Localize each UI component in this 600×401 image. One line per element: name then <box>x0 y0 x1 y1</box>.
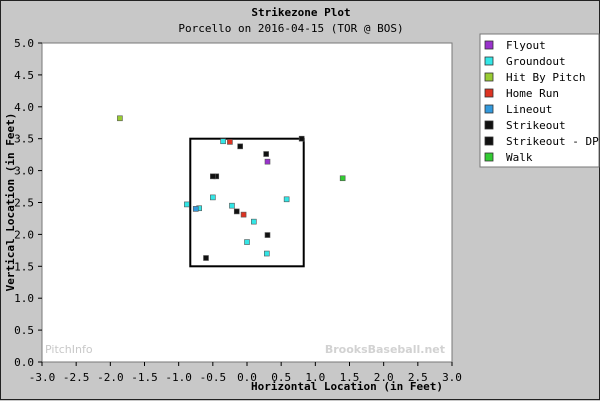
legend: Flyout Groundout Hit By Pitch Home Run Lineo… <box>479 33 600 168</box>
x-tick-label: 2.5 <box>408 371 428 384</box>
y-tick-label: 3.0 <box>14 165 34 178</box>
legend-label-flyout: Flyout <box>506 39 546 52</box>
y-tick-label: 4.5 <box>14 69 34 82</box>
pitch-point-walk <box>339 175 346 182</box>
x-axis-title: Horizontal Location (in Feet) <box>251 380 443 393</box>
pitch-point-hit-by-pitch <box>117 115 123 122</box>
x-tick-label: -3.0 <box>29 371 56 384</box>
y-tick-label: 4.0 <box>14 101 34 114</box>
legend-swatch-groundout <box>484 56 494 66</box>
plot-area <box>41 42 453 363</box>
x-tick-label: 1.5 <box>340 371 360 384</box>
legend-swatch-walk <box>484 152 494 162</box>
x-tick-label: -2.0 <box>97 371 124 384</box>
pitch-point-groundout <box>210 194 216 201</box>
legend-label-home-run: Home Run <box>506 87 559 100</box>
y-axis-title: Vertical Location (in Feet) <box>4 113 17 292</box>
y-tick-label: 1.0 <box>14 292 34 305</box>
legend-swatch-flyout <box>484 40 494 50</box>
legend-box <box>479 33 600 168</box>
legend-label-hit-by-pitch: Hit By Pitch <box>506 71 585 84</box>
pitch-point-groundout <box>184 201 190 208</box>
pitch-point-groundout <box>283 196 290 203</box>
legend-swatch-home-run <box>484 88 494 98</box>
pitch-point-strikeout <box>237 143 243 150</box>
y-tick-label: 0.0 <box>14 356 34 369</box>
pitch-point-groundout <box>229 202 235 209</box>
y-tick-label: 1.5 <box>14 260 34 273</box>
x-tick-label: -2.5 <box>63 371 90 384</box>
watermark-pitchinfo: PitchInfo <box>45 343 93 356</box>
pitch-point-strikeout <box>264 232 271 238</box>
watermark-brooksbaseball: BrooksBaseball.net <box>325 343 445 356</box>
pitch-point-home-run <box>240 211 247 218</box>
x-tick-label: 3.0 <box>442 371 462 384</box>
legend-label-groundout: Groundout <box>506 55 566 68</box>
pitch-point-strikeout <box>210 173 216 180</box>
x-tick-label: -1.5 <box>131 371 158 384</box>
pitch-point-home-run <box>227 139 233 145</box>
legend-swatch-strikeout <box>484 120 494 130</box>
pitch-point-lineout <box>192 206 199 212</box>
x-tick-label: -0.5 <box>200 371 227 384</box>
legend-swatch-hit-by-pitch <box>484 72 494 82</box>
pitch-point-groundout <box>244 239 250 245</box>
legend-label-strikeout: Strikeout <box>506 119 566 132</box>
chart-title: Strikezone Plot <box>251 6 350 19</box>
y-tick-label: 0.5 <box>14 324 34 337</box>
y-tick-label: 2.5 <box>14 197 34 210</box>
y-tick-label: 3.5 <box>14 133 34 146</box>
pitch-point-flyout <box>264 158 271 165</box>
pitch-point-strikeout <box>298 135 305 142</box>
y-tick-label: 2.0 <box>14 228 34 241</box>
pitch-point-groundout <box>264 250 270 257</box>
x-tick-label: 0.5 <box>271 371 291 384</box>
pitch-point-strikeout <box>203 255 209 261</box>
pitch-point-groundout <box>251 218 257 225</box>
x-tick-label: -1.0 <box>165 371 192 384</box>
legend-label-strikeout-dp: Strikeout - DP <box>506 135 599 148</box>
x-tick-label: 1.0 <box>305 371 325 384</box>
legend-label-walk: Walk <box>506 151 533 164</box>
y-tick-label: 5.0 <box>14 37 34 50</box>
strike-zone-box <box>189 137 305 268</box>
x-tick-label: 2.0 <box>374 371 394 384</box>
legend-swatch-lineout <box>484 104 494 114</box>
pitch-point-groundout <box>220 138 226 145</box>
chart-subtitle: Porcello on 2016-04-15 (TOR @ BOS) <box>178 22 403 35</box>
pitch-point-strikeout <box>233 208 240 215</box>
legend-label-lineout: Lineout <box>506 103 552 116</box>
legend-swatch-strikeout-dp <box>484 136 494 146</box>
pitch-point-strikeout <box>263 151 269 157</box>
x-tick-label: 0.0 <box>237 371 257 384</box>
